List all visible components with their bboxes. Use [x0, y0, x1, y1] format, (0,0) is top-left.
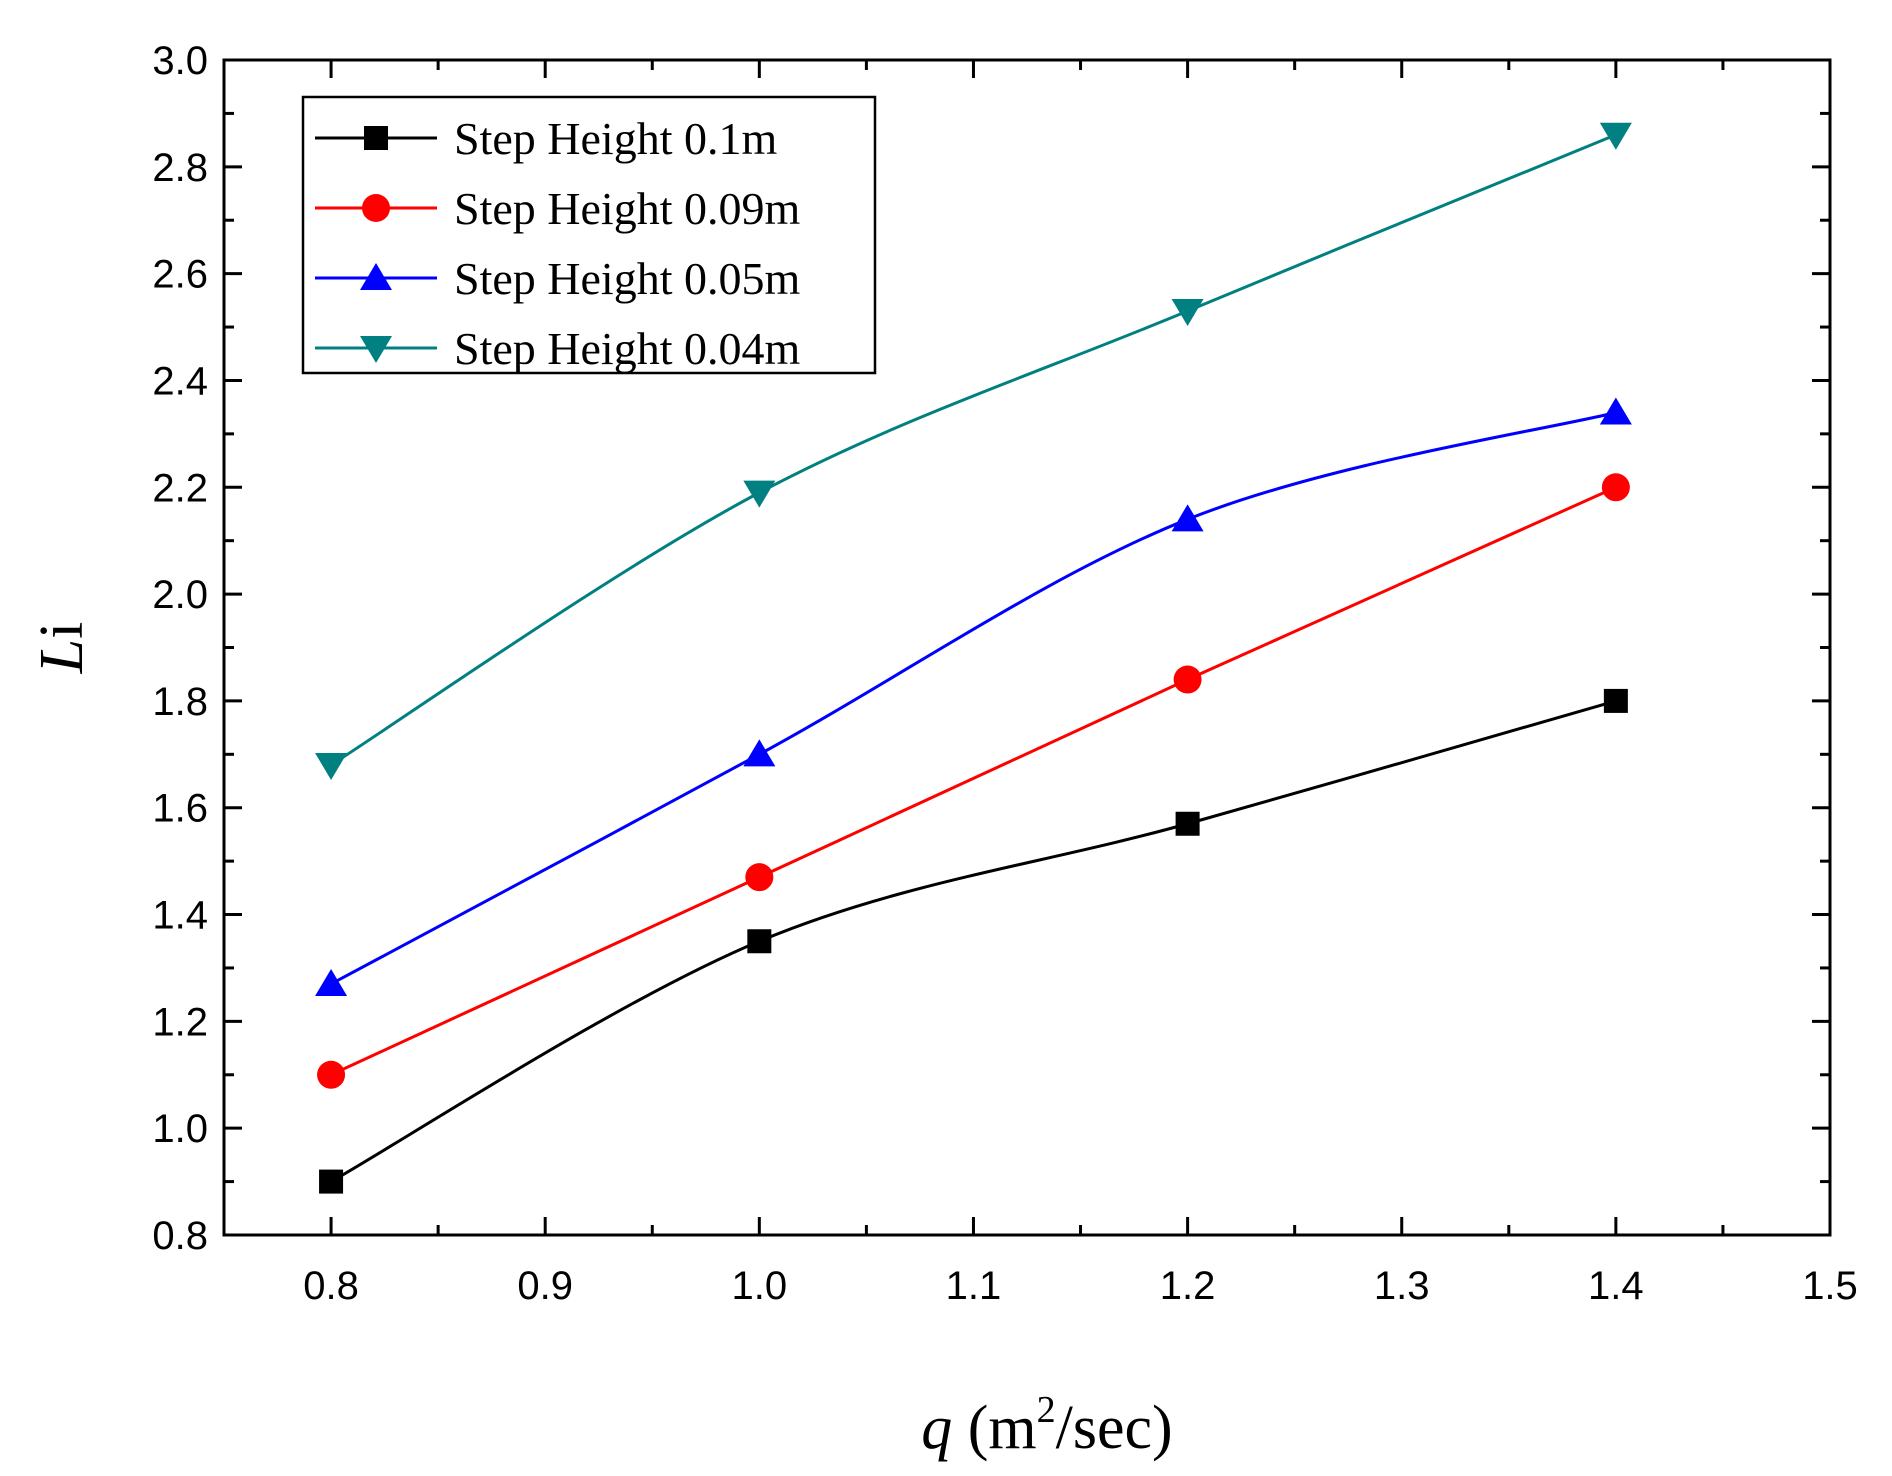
series-1-point-1 — [745, 863, 774, 892]
plot-lines — [330, 133, 1617, 1183]
axis-ticks — [222, 58, 1832, 1237]
x-axis-unit-open: (m — [952, 1394, 1036, 1462]
x-tick-label: 1.4 — [1588, 1264, 1644, 1308]
y-axis-subscript: i — [28, 622, 96, 639]
series-1-point-2 — [1173, 665, 1202, 694]
y-tick-label: 1.2 — [152, 1000, 208, 1044]
legend-label-2: Step Height 0.05m — [454, 253, 800, 304]
legend-label-1: Step Height 0.09m — [454, 183, 800, 234]
series-0-point-1 — [747, 929, 772, 954]
x-tick-label: 1.2 — [1160, 1264, 1216, 1308]
series-1-point-3 — [1601, 473, 1630, 502]
x-axis-variable: q — [921, 1394, 952, 1462]
series-2-point-2 — [1171, 504, 1204, 532]
x-axis-title: q (m2/sec) — [921, 1389, 1172, 1462]
legend-marker-0 — [364, 126, 388, 150]
x-axis-unit-exponent: 2 — [1037, 1389, 1056, 1431]
y-tick-label: 0.8 — [152, 1214, 208, 1258]
series-2-point-0 — [315, 968, 348, 996]
y-axis-title: Li — [28, 622, 96, 675]
x-tick-label: 0.8 — [303, 1264, 359, 1308]
series-2-point-3 — [1599, 397, 1632, 425]
y-tick-label: 1.4 — [152, 894, 208, 938]
legend-marker-3 — [360, 336, 392, 363]
y-tick-label: 2.6 — [152, 253, 208, 297]
y-tick-label: 1.0 — [152, 1107, 208, 1151]
series-0-point-0 — [319, 1169, 344, 1194]
legend-label-3: Step Height 0.04m — [454, 323, 800, 374]
x-tick-label: 1.1 — [946, 1264, 1002, 1308]
legend-label-0: Step Height 0.1m — [454, 113, 777, 164]
y-tick-label: 2.0 — [152, 573, 208, 617]
x-tick-label: 1.5 — [1802, 1264, 1858, 1308]
y-tick-label: 3.0 — [152, 39, 208, 83]
x-tick-label: 1.3 — [1374, 1264, 1430, 1308]
y-axis-variable: L — [28, 639, 96, 674]
legend: Step Height 0.1m Step Height 0.09m Step He… — [301, 95, 877, 375]
series-0-point-3 — [1603, 688, 1628, 713]
y-tick-label: 1.8 — [152, 680, 208, 724]
series-line-1 — [330, 485, 1617, 1077]
y-tick-label: 1.6 — [152, 787, 208, 831]
series-line-3 — [330, 133, 1617, 767]
series-3-point-3 — [1599, 122, 1632, 150]
series-3-point-0 — [315, 753, 348, 780]
series-2-point-1 — [743, 739, 776, 767]
series-3-point-1 — [743, 480, 776, 508]
series-line-0 — [330, 699, 1617, 1183]
plot-markers — [315, 122, 1632, 1194]
y-tick-label: 2.4 — [152, 359, 208, 403]
y-tick-label: 2.8 — [152, 146, 208, 190]
x-axis-unit-close: /sec) — [1056, 1394, 1173, 1462]
y-tick-label: 2.2 — [152, 466, 208, 510]
x-tick-label: 0.9 — [517, 1264, 573, 1308]
x-tick-label: 1.0 — [732, 1264, 788, 1308]
legend-marker-2 — [360, 263, 392, 290]
series-0-point-2 — [1175, 811, 1200, 836]
series-1-point-0 — [317, 1060, 346, 1089]
legend-box — [301, 95, 877, 375]
legend-marker-1 — [362, 194, 390, 222]
series-3-point-2 — [1171, 299, 1204, 327]
tick-labels: 0.8 0.9 1.0 1.1 1.2 1.3 1.4 1.5 0.8 1.0 1.2 1.4 1.6 1… — [152, 39, 1857, 1308]
series-line-2 — [330, 411, 1617, 986]
